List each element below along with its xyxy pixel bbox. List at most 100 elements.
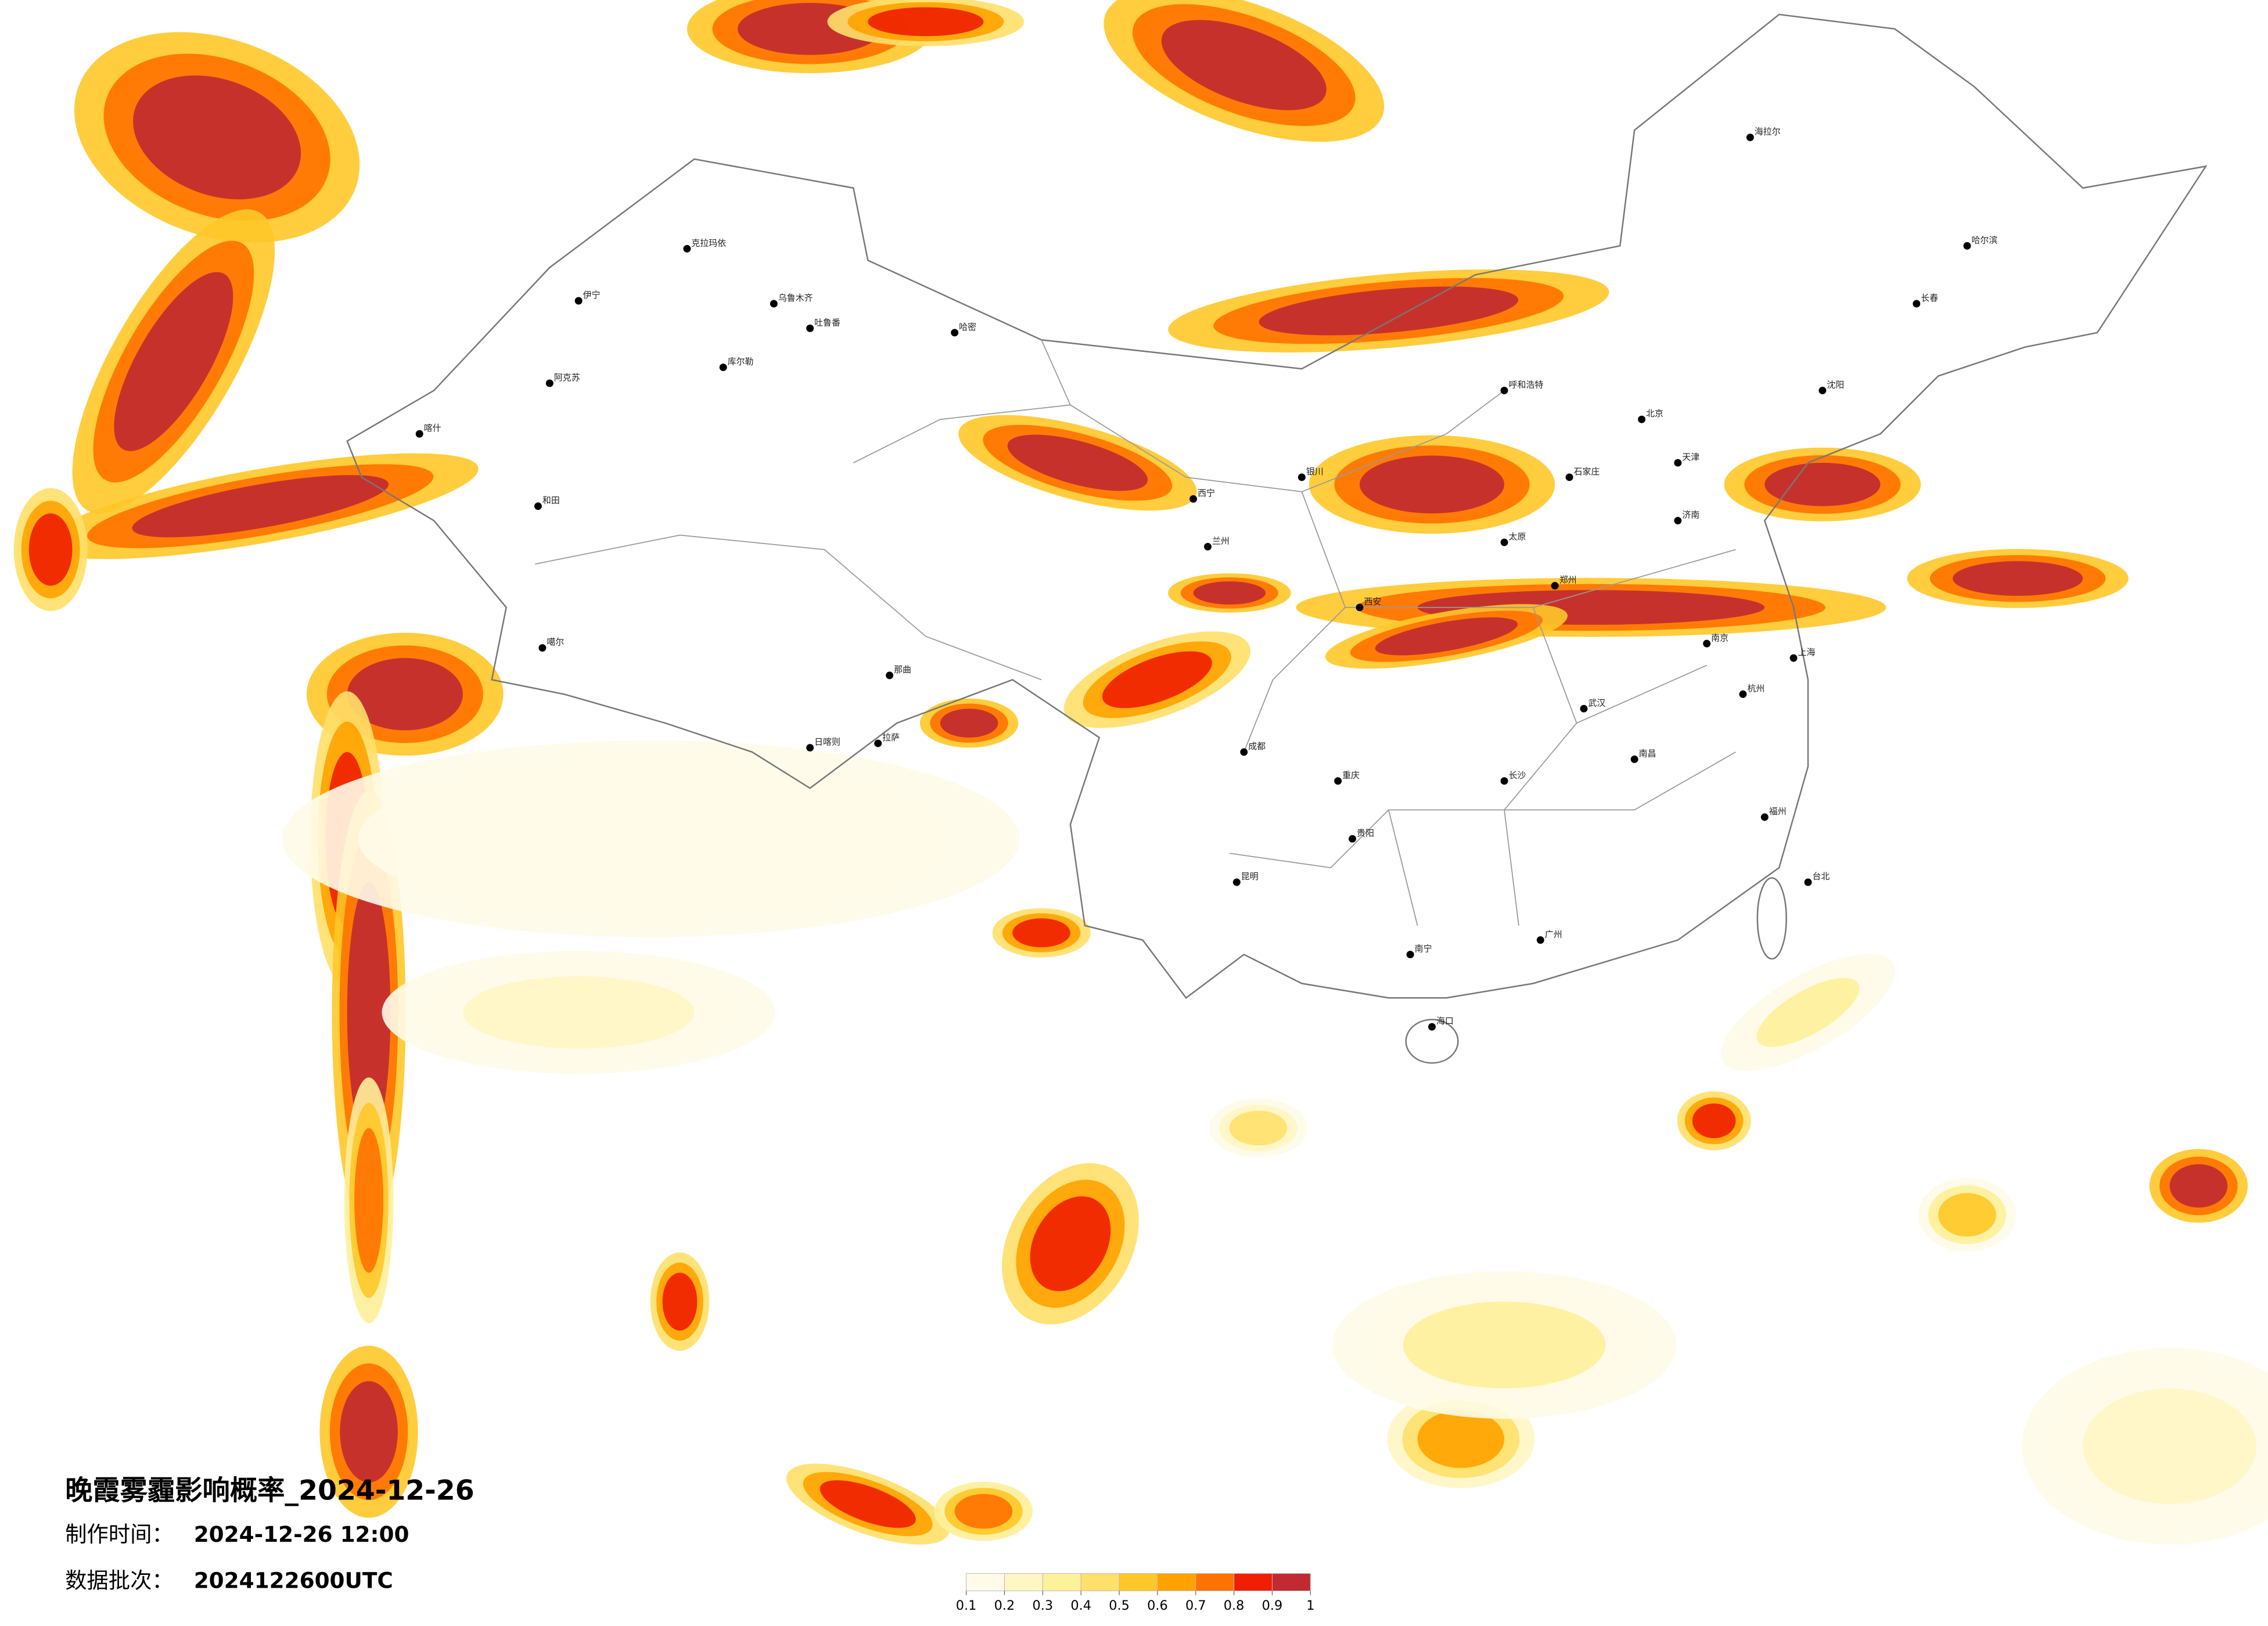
city-label: 沈阳 — [1827, 379, 1844, 390]
city-label: 海口 — [1436, 1016, 1454, 1026]
city-label: 兰州 — [1212, 535, 1230, 546]
city-label: 石家庄 — [1574, 466, 1600, 477]
haze-area — [1259, 286, 1519, 336]
legend-tick-label: 0.8 — [1224, 1598, 1245, 1613]
city-dot — [683, 244, 691, 253]
haze-area — [1764, 462, 1881, 506]
city-dot — [1189, 495, 1198, 503]
city-dot — [574, 297, 583, 305]
haze-area — [940, 708, 998, 738]
city-dot — [1500, 386, 1508, 394]
legend-swatch — [1157, 1573, 1196, 1591]
city-label: 吐鲁番 — [814, 317, 840, 328]
city-dot — [806, 324, 814, 332]
legend-tick-label: 0.4 — [1070, 1598, 1091, 1613]
city-label: 西宁 — [1198, 488, 1215, 498]
city-label: 重庆 — [1342, 770, 1360, 780]
legend-swatch — [966, 1573, 1005, 1591]
city-label: 天津 — [1682, 452, 1699, 462]
city-dot — [415, 430, 423, 438]
legend-tick-label: 0.1 — [956, 1598, 977, 1613]
city-dot — [1428, 1023, 1436, 1031]
haze-area — [1953, 561, 2083, 596]
haze-area — [347, 882, 391, 1143]
city-dot — [545, 379, 553, 387]
city-dot — [806, 744, 814, 752]
city-dot — [1630, 756, 1638, 763]
haze-area — [1229, 1110, 1288, 1146]
city-label: 南昌 — [1639, 748, 1656, 758]
city-label: 拉萨 — [882, 732, 900, 743]
made-time: 2024-12-26 12:00 — [194, 1521, 409, 1547]
haze-area — [1938, 1193, 1996, 1237]
city-label: 乌鲁木齐 — [778, 293, 813, 303]
city-dot — [1551, 582, 1559, 590]
legend-swatch — [1080, 1573, 1120, 1591]
legend-tick-label: 1 — [1306, 1598, 1314, 1613]
city-label: 长沙 — [1509, 770, 1526, 780]
haze-area — [1012, 918, 1070, 948]
city-label: 银川 — [1306, 466, 1324, 477]
haze-area — [1375, 617, 1518, 656]
legend-tick-label: 0.5 — [1109, 1598, 1130, 1613]
city-dot — [1356, 603, 1364, 611]
city-dot — [1500, 538, 1508, 546]
city-dot — [1760, 813, 1769, 821]
city-label: 伊宁 — [583, 290, 601, 300]
haze-area — [1756, 977, 1860, 1047]
city-label: 哈密 — [959, 322, 976, 332]
city-label: 克拉玛依 — [691, 238, 726, 248]
haze-area — [133, 75, 301, 200]
city-dot — [1500, 777, 1508, 785]
city-dot — [1240, 748, 1248, 756]
city-label: 西安 — [1364, 596, 1381, 607]
city-label: 台北 — [1813, 871, 1830, 882]
city-label: 广州 — [1545, 929, 1562, 940]
haze-area — [1030, 1196, 1111, 1292]
haze-area — [1007, 434, 1148, 491]
legend-tick-label: 0.2 — [994, 1598, 1015, 1613]
legend-swatch — [1234, 1573, 1273, 1591]
haze-area — [1102, 651, 1212, 708]
legend-tick-label: 0.9 — [1262, 1598, 1283, 1613]
city-label: 库尔勒 — [728, 357, 754, 367]
city-label: 杭州 — [1747, 683, 1764, 693]
city-label: 南京 — [1711, 632, 1728, 643]
city-dot — [1297, 473, 1306, 481]
city-dot — [719, 364, 727, 372]
city-label: 海拉尔 — [1755, 127, 1781, 137]
haze-area — [1360, 455, 1505, 514]
legend-tick-label: 0.7 — [1185, 1598, 1206, 1613]
city-label: 长春 — [1921, 293, 1938, 303]
city-dot — [1746, 134, 1754, 142]
haze-area — [954, 1494, 1013, 1529]
haze-area — [28, 513, 73, 586]
probability-field — [13, 0, 2268, 1545]
haze-area — [662, 1272, 698, 1331]
city-dot — [1913, 300, 1921, 308]
city-dot — [1804, 878, 1812, 886]
city-label: 呼和浩特 — [1509, 379, 1544, 390]
legend-swatch — [1042, 1573, 1081, 1591]
city-dot — [538, 644, 547, 652]
haze-area — [354, 1128, 383, 1273]
city-dot — [1674, 517, 1682, 525]
haze-area — [1161, 20, 1327, 110]
city-label: 北京 — [1646, 408, 1663, 419]
city-label: 昆明 — [1241, 871, 1259, 882]
city-label: 喀什 — [424, 423, 441, 433]
city-dot — [1963, 242, 1971, 250]
haze-area — [1417, 1410, 1505, 1468]
legend-tick-label: 0.3 — [1033, 1598, 1054, 1613]
made-label: 制作时间： — [65, 1521, 174, 1547]
legend-swatch — [1004, 1573, 1043, 1591]
city-dot — [1789, 654, 1798, 662]
taiwan-outline — [1756, 877, 1787, 960]
haze-area — [114, 272, 233, 451]
haze-area — [1692, 1103, 1736, 1138]
city-dot — [1580, 704, 1588, 713]
city-dot — [951, 329, 959, 337]
haze-area — [434, 780, 868, 897]
haze-area — [340, 1381, 398, 1483]
